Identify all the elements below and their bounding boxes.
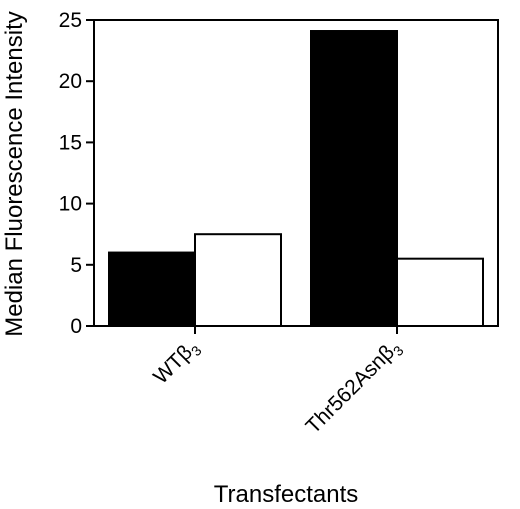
bar-1-series-0 — [310, 30, 398, 328]
axes — [93, 19, 499, 327]
x-category-label: Thr562Asnβ3 — [302, 335, 407, 440]
y-tick-label: 5 — [70, 254, 82, 277]
y-tick-label: 10 — [59, 193, 82, 216]
plot-frame — [93, 19, 499, 327]
x-axis-title: Transfectants — [214, 481, 359, 508]
y-tick-label: 15 — [59, 131, 82, 154]
y-tick-label: 20 — [59, 70, 82, 93]
y-axis-title: Median Fluorescence Intensity — [1, 11, 28, 337]
x-axis-categories: WTβ3 Thr562Asnβ3 — [149, 326, 407, 440]
bar-0-series-1 — [194, 233, 282, 327]
y-tick-label: 0 — [70, 315, 82, 338]
bar-0-series-0 — [108, 251, 196, 327]
x-category-label: WTβ3 — [149, 335, 205, 391]
bar-1-series-1 — [396, 257, 484, 327]
y-tick-label: 25 — [59, 9, 82, 32]
category-base: Thr562Asn — [302, 349, 391, 438]
bars — [108, 30, 484, 328]
y-axis-ticks: 0 5 10 15 20 25 — [59, 9, 94, 338]
